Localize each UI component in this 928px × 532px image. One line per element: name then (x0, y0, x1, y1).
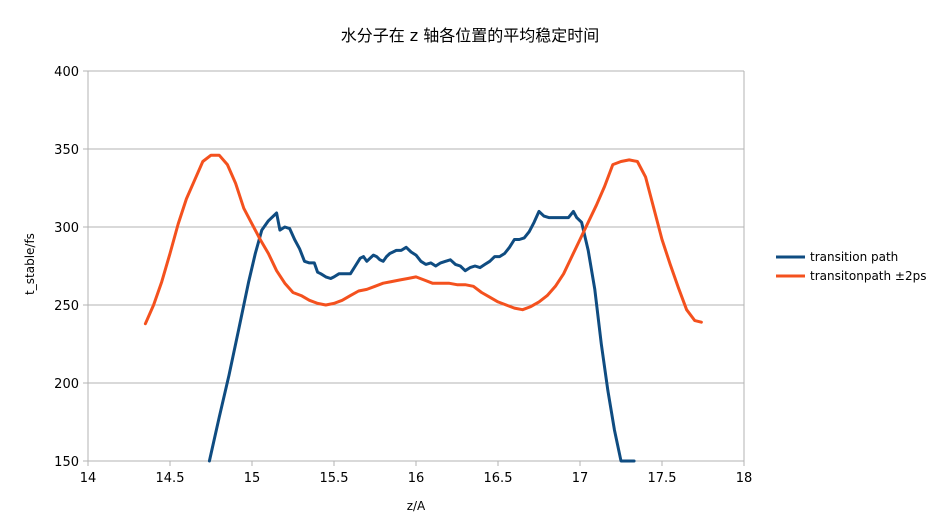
x-tick-label: 14.5 (156, 471, 185, 486)
y-tick-label: 250 (54, 299, 79, 314)
y-tick-label: 350 (54, 143, 79, 158)
y-tick-label: 200 (54, 377, 79, 392)
legend-label-2: transitonpath ±2ps (810, 269, 927, 283)
series-line-1 (207, 209, 636, 463)
x-tick-label: 16.5 (484, 471, 513, 486)
series-lines (143, 153, 703, 463)
series-line-2 (143, 153, 703, 326)
y-tick-label: 300 (54, 221, 79, 236)
x-tick-label: 14 (80, 471, 97, 486)
x-tick-label: 15 (244, 471, 261, 486)
x-axis-title: z/A (407, 499, 426, 513)
y-tick-label: 400 (54, 65, 79, 80)
y-tick-label: 150 (54, 455, 79, 470)
chart-title: 水分子在 z 轴各位置的平均稳定时间 (341, 26, 600, 45)
x-tick-label: 18 (736, 471, 753, 486)
x-tick-label: 16 (408, 471, 425, 486)
y-axis-title: t_stable/fs (23, 233, 37, 295)
x-tick-label: 15.5 (320, 471, 349, 486)
legend-label-1: transition path (810, 250, 898, 264)
legend: transition path transitonpath ±2ps (776, 250, 927, 283)
x-tick-label: 17.5 (648, 471, 677, 486)
y-tick-labels: 150 200 250 300 350 400 (54, 65, 88, 470)
x-tick-labels: 14 14.5 15 15.5 16 16.5 17 17.5 18 (80, 461, 753, 486)
x-tick-label: 17 (572, 471, 589, 486)
